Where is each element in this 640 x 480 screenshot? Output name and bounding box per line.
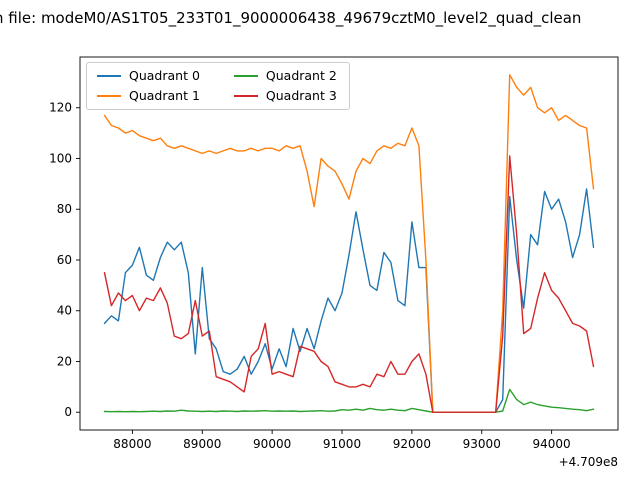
legend-label: Quadrant 1 [129, 87, 200, 103]
x-axis-offset-label: +4.709e8 [559, 455, 618, 469]
y-tick-label: 20 [57, 354, 72, 368]
x-tick-label: 89000 [183, 437, 221, 451]
legend-label: Quadrant 3 [265, 87, 337, 103]
x-tick-label: 92000 [393, 437, 431, 451]
legend-line-swatch [233, 75, 258, 78]
series-line-quadrant-2 [103, 388, 595, 413]
y-tick-label: 60 [57, 253, 72, 267]
series-line-quadrant-3 [103, 155, 595, 413]
x-tick-label: 93000 [463, 437, 501, 451]
x-tick-label: 94000 [533, 437, 571, 451]
legend-entry-quadrant-2: Quadrant 2 [233, 68, 337, 83]
series-line-quadrant-1 [103, 74, 595, 413]
y-tick-label: 120 [49, 101, 72, 115]
chart-title: n file: modeM0/AS1T05_233T01_9000006438_… [0, 9, 582, 27]
y-tick-label: 80 [57, 202, 72, 216]
legend-label: Quadrant 2 [265, 68, 337, 83]
legend-entry-quadrant-3: Quadrant 3 [233, 87, 337, 103]
x-tick-label: 91000 [323, 437, 361, 451]
legend-line-swatch [97, 75, 121, 78]
legend: Quadrant 0 Quadrant 1 Quadrant 2 Quadrant 3 [86, 62, 350, 110]
legend-line-swatch [233, 94, 258, 97]
legend-entry-quadrant-1: Quadrant 1 [97, 87, 200, 103]
series-line-quadrant-0 [103, 188, 595, 413]
x-tick-label: 88000 [113, 437, 151, 451]
legend-line-swatch [97, 94, 121, 97]
legend-entry-quadrant-0: Quadrant 0 [97, 68, 200, 83]
legend-label: Quadrant 0 [129, 68, 200, 83]
axes-box [79, 56, 619, 431]
y-tick-label: 0 [64, 405, 72, 419]
y-tick-label: 100 [49, 151, 72, 165]
y-tick-label: 40 [57, 304, 72, 318]
x-tick-label: 90000 [253, 437, 291, 451]
